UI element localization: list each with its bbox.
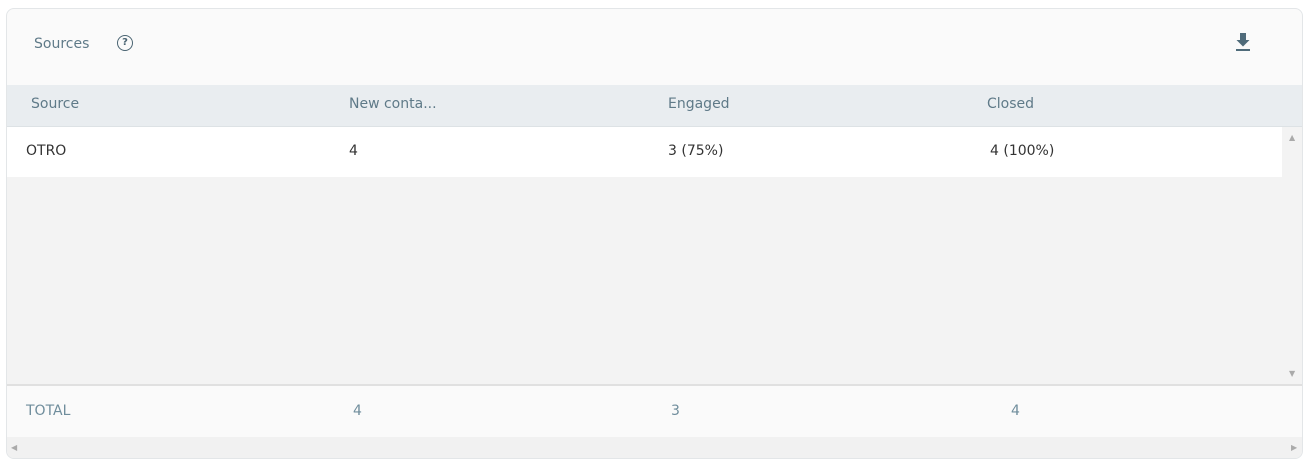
engaged-value: 3 (668, 143, 677, 159)
closed-pct: (100%) (1003, 143, 1055, 159)
scroll-up-icon[interactable]: ▲ (1289, 133, 1296, 142)
column-header-closed[interactable]: Closed (987, 96, 1035, 112)
column-header-engaged[interactable]: Engaged (668, 96, 730, 112)
scroll-left-icon[interactable]: ◀ (11, 443, 18, 452)
closed-value: 4 (990, 143, 999, 159)
cell-source: OTRO (26, 143, 67, 159)
scroll-down-icon[interactable]: ▼ (1289, 369, 1296, 378)
question-circle-icon[interactable]: ? (117, 35, 133, 51)
cell-engaged: 3 (75%) (668, 143, 723, 159)
table-row[interactable]: OTRO 4 3 (75%) 4 (100%) (7, 127, 1282, 177)
scroll-right-icon[interactable]: ▶ (1291, 443, 1298, 452)
download-icon[interactable] (1235, 31, 1251, 53)
column-header-source[interactable]: Source (31, 96, 80, 112)
table-footer: TOTAL 4 3 4 (7, 384, 1302, 437)
cell-new-contacts: 4 (349, 143, 358, 159)
footer-closed: 4 (1011, 403, 1020, 419)
table-body: OTRO 4 3 (75%) 4 (100%) (7, 127, 1282, 384)
cell-closed: 4 (100%) (990, 143, 1054, 159)
card-header: Sources ? (7, 9, 1302, 85)
sources-card: Sources ? Source New conta... Engaged Cl… (6, 8, 1303, 459)
vertical-scrollbar[interactable]: ▲ ▼ (1282, 127, 1302, 384)
footer-engaged: 3 (671, 403, 680, 419)
footer-label: TOTAL (26, 403, 71, 419)
footer-new-contacts: 4 (353, 403, 362, 419)
table-header: Source New conta... Engaged Closed (7, 85, 1302, 127)
engaged-pct: (75%) (681, 143, 724, 159)
column-header-new-contacts[interactable]: New conta... (349, 96, 437, 112)
horizontal-scrollbar[interactable]: ◀ ▶ (7, 437, 1302, 458)
card-title: Sources (34, 36, 90, 52)
